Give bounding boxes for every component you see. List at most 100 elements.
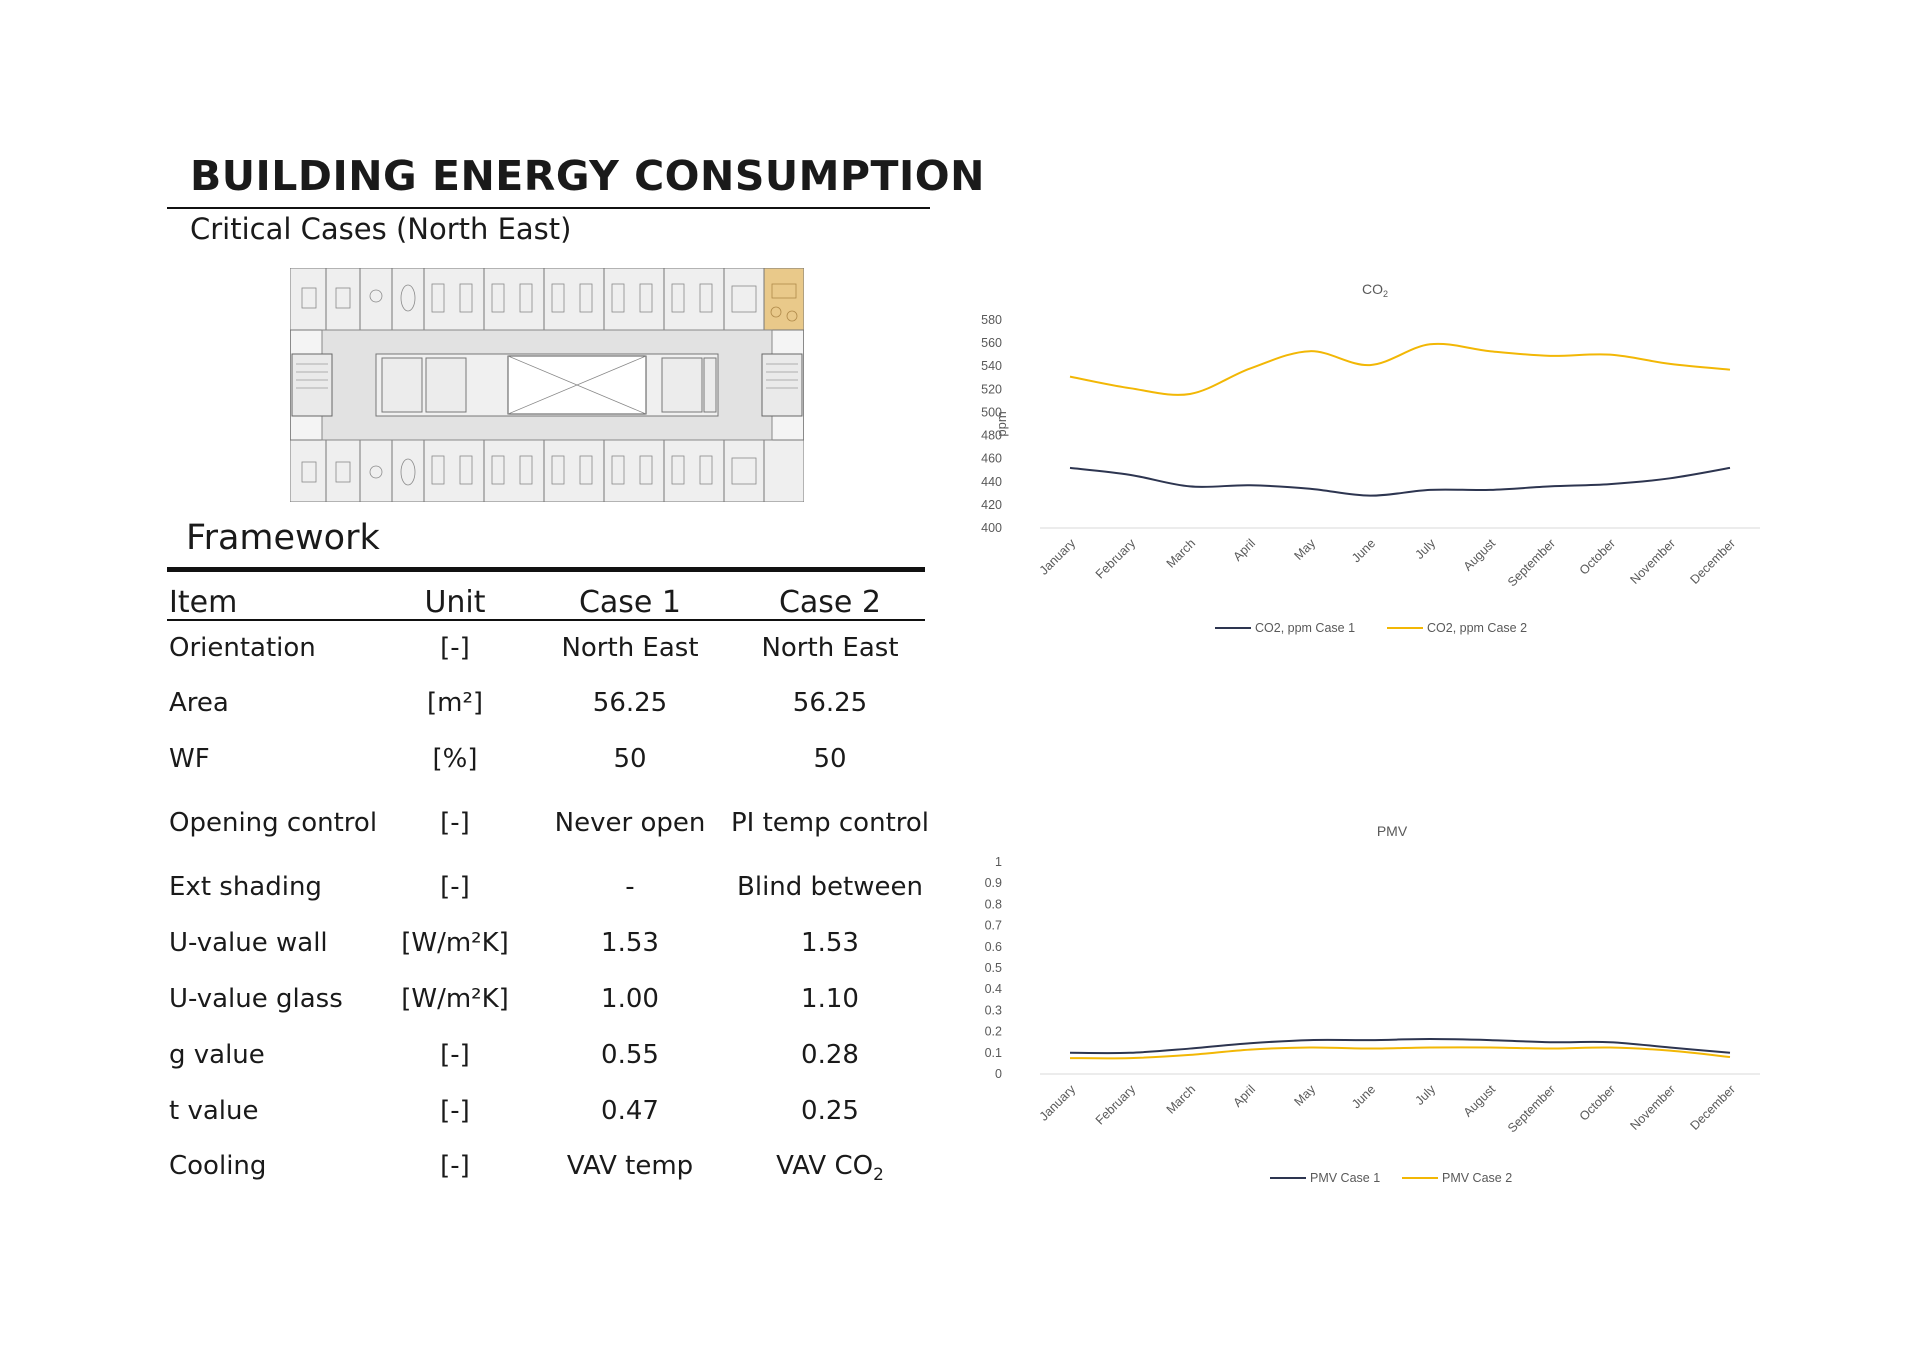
cell-case2-text: Blind between [737,872,923,902]
x-tick-label: May [1292,1082,1319,1109]
cell-unit-text: [W/m²K] [401,928,509,958]
cell-case1-text: 50 [613,744,647,774]
x-tick-label: October [1577,536,1618,577]
cell-case2-text: VAV CO [776,1151,874,1181]
cell-unit-text: [m²] [426,688,484,718]
y-tick-label: 540 [981,359,1002,373]
cell-case1: - [530,872,730,902]
cell-unit-text: [-] [440,808,470,838]
cell-case1: North East [530,633,730,663]
chart-title: PMV [1377,823,1408,839]
cell-item-text: t value [169,1096,259,1126]
cell-item-text: Orientation [169,633,316,663]
cell-unit-text: [-] [440,1151,470,1181]
y-tick-label: 0.8 [985,897,1002,911]
y-tick-label: 0.5 [985,961,1002,975]
cell-case1: 56.25 [530,688,730,718]
y-tick-label: 0.1 [985,1046,1002,1060]
x-tick-label: April [1231,536,1259,564]
cell-item-text: Area [169,688,229,718]
cell-case2: VAV CO2 [720,1151,940,1184]
page-title: BUILDING ENERGY CONSUMPTION [190,152,985,200]
y-tick-label: 0.6 [985,940,1002,954]
cell-item-text: Cooling [169,1151,267,1181]
cell-item-text: Opening control [169,808,378,838]
cell-case1-text: North East [561,633,699,663]
cell-case2-text: 50 [813,744,847,774]
cell-case2: PI temp control [720,808,940,838]
cell-item: WF [169,744,210,774]
cell-unit-text: [%] [432,744,478,774]
cell-unit: [-] [390,872,520,902]
series-line-1 [1069,466,1731,497]
cell-case1: 0.47 [530,1096,730,1126]
col-header-case2: Case 2 [778,585,882,620]
page-subtitle: Critical Cases (North East) [190,212,572,246]
cell-case1-text: 1.53 [601,928,659,958]
title-rule [167,207,930,209]
cell-unit: [-] [390,1151,520,1181]
y-tick-label: 0.4 [985,982,1002,996]
cell-case2: 1.10 [720,984,940,1014]
x-tick-label: March [1164,536,1198,570]
legend-label-1: PMV Case 1 [1310,1171,1380,1185]
series-line-2 [1069,1046,1731,1060]
cell-case1: 0.55 [530,1040,730,1070]
y-tick-label: 0.3 [985,1003,1002,1017]
cell-case2: 0.28 [720,1040,940,1070]
cell-case1: 1.53 [530,928,730,958]
chart-title: CO2 [1362,281,1388,299]
cell-case1: 50 [530,744,730,774]
cell-case1-text: 1.00 [601,984,659,1014]
y-tick-label: 400 [981,521,1002,535]
x-tick-label: August [1461,536,1499,574]
highlighted-room [763,268,804,331]
y-tick-label: 500 [981,405,1002,419]
cell-case2: Blind between [720,872,940,902]
x-tick-label: July [1412,1082,1438,1108]
cell-item: Ext shading [169,872,322,902]
y-tick-label: 480 [981,429,1002,443]
cell-case2: 50 [720,744,940,774]
y-tick-label: 1 [995,855,1002,869]
cell-unit-text: [W/m²K] [401,984,509,1014]
cell-case1-text: Never open [554,808,706,838]
cell-item: U-value glass [169,984,343,1014]
chart-title-subscript: 2 [1383,289,1388,299]
y-tick-label: 580 [981,313,1002,327]
cell-case1-text: 0.47 [601,1096,659,1126]
y-tick-label: 560 [981,336,1002,350]
y-tick-label: 0.9 [985,876,1002,890]
legend-label-1: CO2, ppm Case 1 [1255,621,1355,635]
cell-case2-text: North East [761,633,899,663]
y-tick-label: 460 [981,452,1002,466]
y-tick-label: 440 [981,475,1002,489]
legend-label-2: CO2, ppm Case 2 [1427,621,1527,635]
cell-case2-text: PI temp control [730,808,930,838]
cell-item: Area [169,688,229,718]
y-axis-label: ppm [994,411,1009,436]
cell-unit: [-] [390,1040,520,1070]
cell-item: Cooling [169,1151,266,1181]
col-header-item: Item [169,585,238,620]
x-tick-label: May [1292,536,1319,563]
x-tick-label: November [1627,536,1678,587]
x-tick-label: August [1461,1082,1499,1120]
x-tick-label: April [1231,1082,1259,1110]
cell-case2: 0.25 [720,1096,940,1126]
pmv-chart: PMV 0 0.1 0.2 0.3 0.4 0.5 0.6 0.7 0.8 0.9 1 January F… [985,823,1760,1185]
col-header-unit: Unit [424,585,486,620]
cell-unit: [%] [390,744,520,774]
cell-item-text: U-value glass [169,984,343,1014]
cell-case2: 1.53 [720,928,940,958]
cell-case2: North East [720,633,940,663]
cell-case1-text: VAV temp [566,1151,694,1181]
cell-case2-text: 1.10 [801,984,859,1014]
x-tick-label: June [1349,536,1378,565]
cell-item: Opening control [169,808,377,838]
cell-unit: [-] [390,808,520,838]
x-tick-label: February [1093,1082,1139,1128]
cell-case2-text: 1.53 [801,928,859,958]
y-tick-label: 420 [981,498,1002,512]
x-tick-label: February [1093,536,1139,582]
